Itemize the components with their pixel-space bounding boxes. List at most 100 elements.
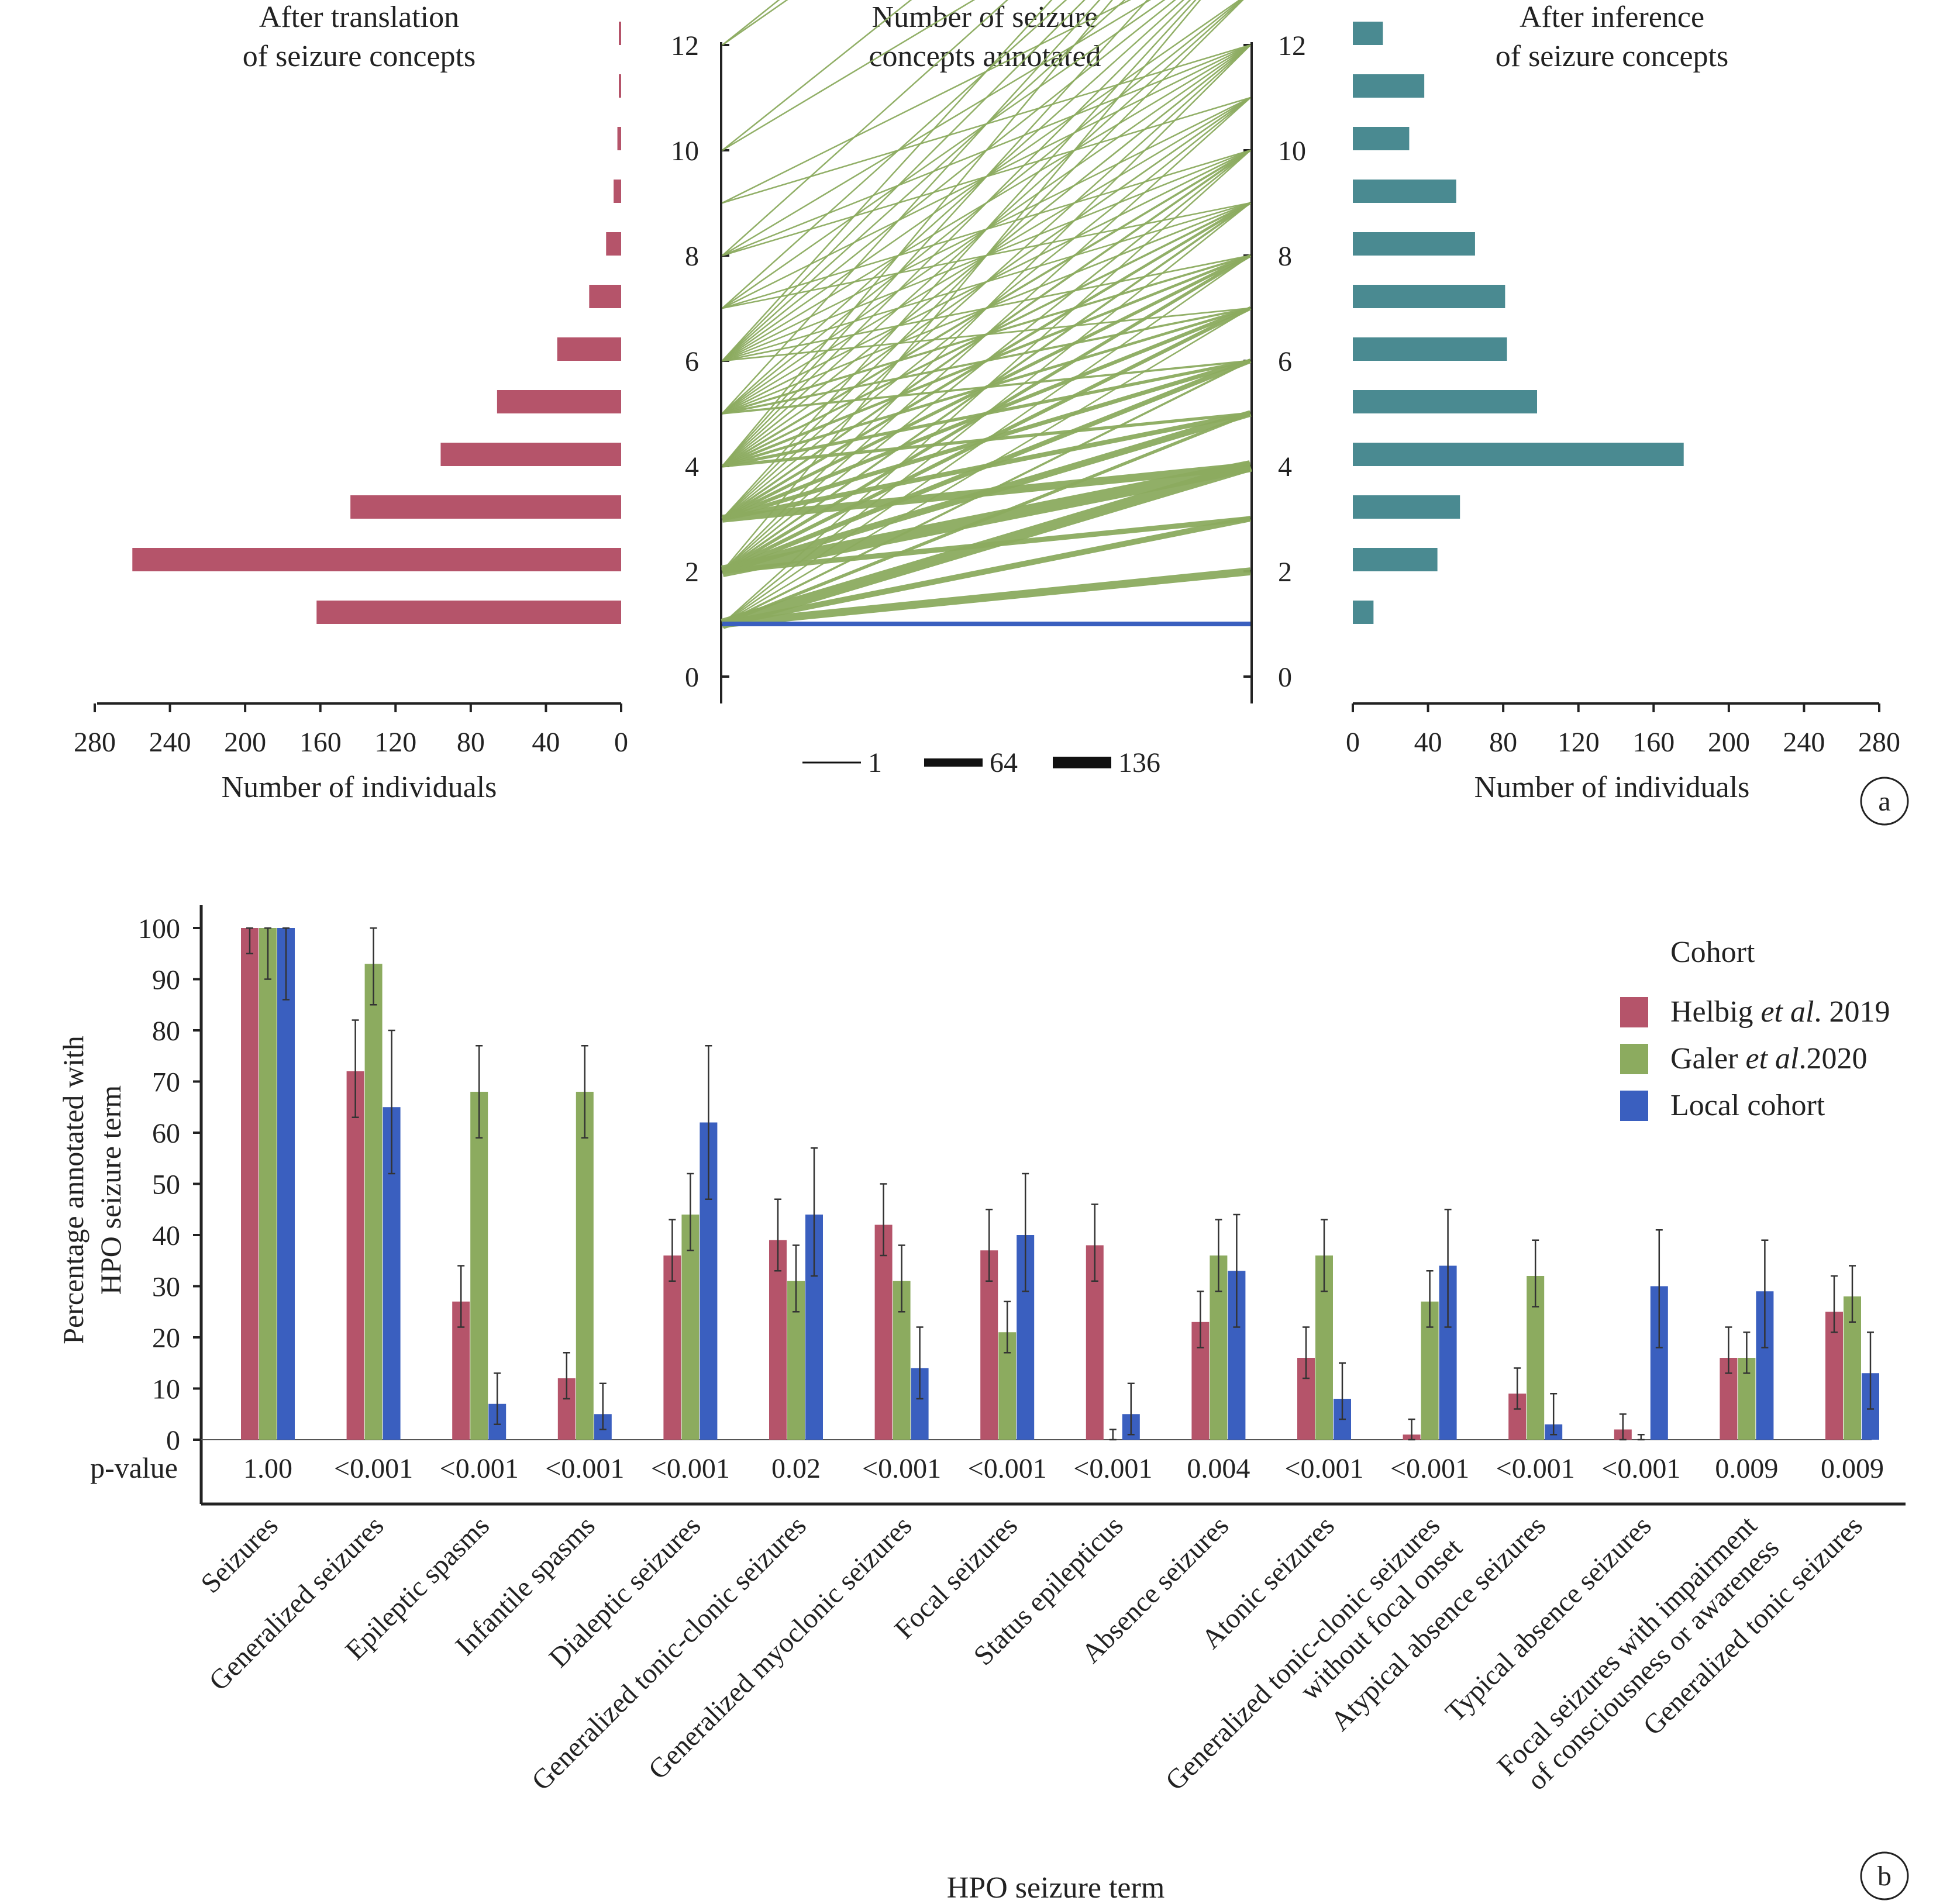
left-title-line-1: After translation bbox=[259, 1, 459, 34]
right-hist-bar bbox=[1353, 495, 1460, 519]
b-y-tick-label: 50 bbox=[152, 1170, 180, 1201]
right-x-tick-label: 240 bbox=[1783, 727, 1825, 758]
left-x-tick-label: 0 bbox=[614, 727, 628, 758]
line-weight-legend: 1 64 136 bbox=[802, 747, 1160, 778]
b-bar bbox=[1825, 1312, 1843, 1440]
legend-title: Cohort bbox=[1670, 936, 1755, 969]
center-transition-line bbox=[722, 359, 1251, 468]
center-transition-line bbox=[722, 254, 1251, 362]
left-title-line-2: of seizure concepts bbox=[243, 40, 476, 73]
b-y-tick-label: 70 bbox=[152, 1067, 180, 1098]
panel-a-letter: a bbox=[1878, 786, 1890, 817]
right-x-tick-label: 80 bbox=[1489, 727, 1517, 758]
center-transition-line bbox=[722, 360, 1251, 415]
center-right-tick-label: 0 bbox=[1278, 662, 1292, 693]
center-transition-line bbox=[722, 307, 1251, 362]
b-y-tick-label: 0 bbox=[166, 1425, 180, 1456]
legend-series-label-part: . 2019 bbox=[1814, 995, 1890, 1029]
b-y-tick-label: 10 bbox=[152, 1374, 180, 1405]
center-left-tick-label: 8 bbox=[685, 241, 699, 272]
center-transition-line bbox=[722, 411, 1251, 521]
center-right-tick-label: 4 bbox=[1278, 451, 1292, 482]
right-x-tick-label: 0 bbox=[1346, 727, 1360, 758]
right-hist-bar bbox=[1353, 232, 1475, 256]
left-histogram: 0 40 80 120 160 200 240 280 bbox=[74, 22, 628, 758]
b-bar bbox=[364, 964, 383, 1440]
center-transition-line bbox=[722, 0, 1009, 256]
b-y-tick-label: 40 bbox=[152, 1220, 180, 1251]
b-bar bbox=[277, 928, 295, 1440]
b-bar bbox=[663, 1255, 681, 1440]
center-transition-line bbox=[722, 462, 1251, 523]
panel-a: After translation of seizure concepts Nu… bbox=[74, 0, 1909, 826]
b-pvalue: <0.001 bbox=[1284, 1453, 1363, 1484]
left-hist-bar bbox=[557, 337, 621, 361]
center-left-tick-label: 4 bbox=[685, 451, 699, 482]
center-transition-line bbox=[721, 460, 1252, 577]
b-pvalue: <0.001 bbox=[1073, 1453, 1152, 1484]
legend-series-label-part: et al bbox=[1745, 1042, 1798, 1075]
b-y-tick-label: 20 bbox=[152, 1323, 180, 1354]
b-pvalue: <0.001 bbox=[968, 1453, 1047, 1484]
left-hist-bar bbox=[589, 285, 621, 308]
b-bar bbox=[241, 928, 259, 1440]
right-x-tick-label: 120 bbox=[1558, 727, 1600, 758]
legend-series-label-part: Local cohort bbox=[1670, 1089, 1825, 1122]
center-transition-line bbox=[722, 0, 1132, 204]
right-hist-bar bbox=[1353, 74, 1425, 98]
center-transition-line bbox=[722, 202, 1251, 362]
left-hist-bar bbox=[497, 390, 621, 413]
left-hist-bar bbox=[617, 127, 621, 150]
center-transition-line bbox=[722, 567, 1251, 628]
center-transition-line bbox=[722, 202, 1251, 309]
left-x-tick-label: 280 bbox=[74, 727, 116, 758]
left-x-tick-label: 80 bbox=[457, 727, 485, 758]
right-title-line-1: After inference bbox=[1520, 1, 1704, 34]
right-hist-bar bbox=[1353, 390, 1537, 413]
legend-series-label-part: Helbig bbox=[1670, 995, 1761, 1029]
panel-b-label: b bbox=[1860, 1851, 1909, 1900]
b-pvalue: 0.009 bbox=[1715, 1453, 1778, 1484]
b-bar bbox=[769, 1240, 787, 1440]
b-pvalue: <0.001 bbox=[1390, 1453, 1469, 1484]
center-transition-line bbox=[722, 0, 912, 151]
right-hist-bar bbox=[1353, 127, 1410, 150]
center-right-tick-label: 6 bbox=[1278, 346, 1292, 377]
legend-swatch bbox=[1620, 997, 1648, 1027]
left-hist-bar bbox=[619, 74, 621, 98]
center-transition-line bbox=[722, 44, 1251, 362]
center-right-tick-label: 8 bbox=[1278, 241, 1292, 272]
b-pvalue: 0.02 bbox=[771, 1453, 821, 1484]
left-x-axis-label: Number of individuals bbox=[222, 771, 497, 804]
b-y-tick-label: 90 bbox=[152, 965, 180, 996]
right-x-tick-label: 40 bbox=[1414, 727, 1442, 758]
b-pvalue: <0.001 bbox=[545, 1453, 624, 1484]
center-transition-line bbox=[722, 412, 1251, 468]
right-x-tick-label: 280 bbox=[1858, 727, 1900, 758]
center-transition-line bbox=[722, 44, 1251, 204]
legend-series-label-part: et al bbox=[1761, 995, 1814, 1029]
left-hist-bar bbox=[440, 443, 621, 466]
center-transition-line bbox=[722, 0, 1152, 257]
right-hist-bar bbox=[1353, 548, 1438, 571]
b-pvalue: <0.001 bbox=[1601, 1453, 1680, 1484]
left-hist-bar bbox=[619, 22, 621, 45]
right-hist-bar bbox=[1353, 337, 1507, 361]
b-pvalue: <0.001 bbox=[334, 1453, 413, 1484]
b-y-tick-label: 80 bbox=[152, 1016, 180, 1047]
center-transition-line bbox=[722, 516, 1251, 627]
legend-series-label: Local cohort bbox=[1670, 1089, 1825, 1122]
b-pvalue: <0.001 bbox=[1496, 1453, 1575, 1484]
left-hist-bar bbox=[316, 601, 621, 624]
b-bar bbox=[980, 1250, 998, 1440]
b-bar bbox=[576, 1092, 594, 1440]
right-x-tick-label: 200 bbox=[1708, 727, 1750, 758]
legend-series-label: Helbig et al. 2019 bbox=[1670, 995, 1890, 1029]
left-x-tick-label: 240 bbox=[149, 727, 191, 758]
center-transition-line bbox=[722, 0, 976, 151]
legend-series-label-part: .2020 bbox=[1798, 1042, 1867, 1075]
b-y-tick-label: 100 bbox=[138, 913, 180, 944]
b-bar bbox=[470, 1092, 488, 1440]
